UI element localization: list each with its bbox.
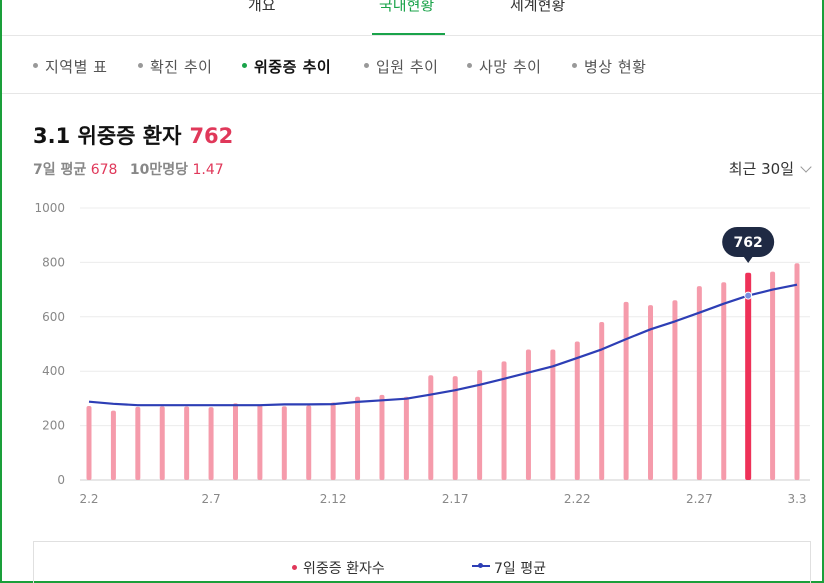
bullet-icon: [572, 63, 577, 68]
x-tick-label: 2.22: [564, 492, 591, 506]
bar: [159, 406, 165, 480]
bar: [281, 406, 287, 480]
chart-legend: 위중증 환자수 7일 평균: [33, 541, 811, 583]
y-tick-label: 0: [57, 473, 65, 487]
sub-nav-bed-status[interactable]: 병상 현황: [572, 56, 646, 77]
sub-nav-label: 사망 추이: [479, 58, 542, 76]
bar: [355, 396, 361, 480]
legend-line[interactable]: 7일 평균: [472, 558, 546, 578]
chart-title: 3.1 위중증 환자 762: [33, 120, 233, 150]
x-tick-label: 2.2: [79, 492, 98, 506]
tooltip-pointer: [743, 256, 754, 263]
sub-nav-critical-trend[interactable]: 위중증 추이: [242, 56, 331, 77]
bar: [452, 376, 458, 480]
bar: [623, 301, 629, 480]
bar: [403, 396, 409, 480]
bar: [428, 375, 434, 480]
tooltip-bubble: [722, 227, 775, 257]
tab-overview[interactable]: 개요: [248, 0, 276, 14]
tab-world[interactable]: 세계현황: [510, 0, 566, 14]
tab-domestic[interactable]: 국내현황: [379, 0, 435, 14]
avg-line: [88, 283, 798, 407]
bar: [745, 272, 752, 480]
bar: [208, 407, 214, 480]
bar: [574, 341, 580, 480]
sub-nav-label: 확진 추이: [150, 58, 213, 76]
bar: [477, 370, 483, 480]
chart-title-text: 3.1 위중증 환자: [33, 124, 182, 148]
avg-label: 7일 평균: [33, 162, 87, 178]
bullet-icon: [242, 63, 247, 68]
bar: [721, 282, 727, 480]
top-tabs: 개요 국내현황 세계현황: [2, 0, 822, 36]
bar: [379, 394, 385, 480]
chart-title-value: 762: [189, 124, 234, 148]
sub-nav-death-trend[interactable]: 사망 추이: [467, 56, 541, 77]
bar: [648, 305, 654, 480]
sub-nav-hospitalized-trend[interactable]: 입원 추이: [364, 56, 438, 77]
legend-line-label: 7일 평균: [494, 561, 546, 577]
x-tick-label: 2.7: [202, 492, 221, 506]
bar: [257, 404, 263, 480]
x-tick-label: 2.12: [320, 492, 347, 506]
critical-patients-chart: 0 200 400 600 800 1000 2.2 2.7 2.12 2.17 2.22 2.27 3…: [34, 201, 810, 506]
sub-nav-regional-table[interactable]: 지역별 표: [33, 56, 107, 77]
chart-stats: 7일 평균 678 10만명당 1.47: [33, 159, 232, 179]
avg-point: [744, 291, 753, 300]
bar: [525, 349, 531, 480]
legend-line-icon: [472, 563, 490, 568]
bar: [794, 263, 800, 480]
bar: [330, 402, 336, 480]
sub-nav-label: 지역별 표: [45, 58, 108, 76]
legend-dot-icon: [292, 564, 297, 570]
bar: [184, 406, 190, 480]
bar: [501, 361, 507, 480]
tooltip-value: 762: [734, 235, 763, 251]
sub-nav-label: 입원 추이: [376, 58, 439, 76]
bar: [599, 321, 605, 480]
bullet-icon: [364, 63, 369, 68]
bullet-icon: [138, 63, 143, 68]
bar: [770, 271, 776, 480]
bullet-icon: [33, 63, 38, 68]
y-tick-label: 400: [42, 364, 65, 378]
bar: [232, 403, 238, 480]
bar: [135, 406, 141, 480]
y-tick-label: 200: [42, 419, 65, 433]
bar: [86, 406, 92, 480]
y-tick-label: 1000: [34, 201, 65, 215]
per100k-value: 1.47: [192, 162, 224, 178]
x-tick-label: 2.27: [686, 492, 713, 506]
period-select[interactable]: 최근 30일: [728, 158, 812, 179]
legend-bars[interactable]: 위중증 환자수: [292, 558, 385, 578]
bullet-icon: [467, 63, 472, 68]
bar: [550, 349, 556, 480]
x-tick-label: 3.3: [787, 492, 806, 506]
bar: [696, 286, 702, 480]
sub-nav: 지역별 표 확진 추이 위중증 추이 입원 추이 사망 추이 병상 현황: [2, 36, 822, 94]
y-tick-label: 800: [42, 255, 65, 269]
avg-value: 678: [90, 162, 118, 178]
sub-nav-label: 병상 현황: [584, 58, 647, 76]
per100k-label: 10만명당: [129, 162, 189, 178]
period-label: 최근 30일: [728, 160, 794, 178]
bar: [306, 405, 312, 480]
legend-bars-label: 위중증 환자수: [303, 561, 385, 577]
sub-nav-label: 위중증 추이: [254, 58, 332, 76]
bar: [672, 300, 678, 480]
bar: [110, 410, 116, 480]
y-tick-label: 600: [42, 310, 65, 324]
x-tick-label: 2.17: [442, 492, 469, 506]
active-tab-underline: [372, 33, 445, 35]
sub-nav-confirmed-trend[interactable]: 확진 추이: [138, 56, 212, 77]
